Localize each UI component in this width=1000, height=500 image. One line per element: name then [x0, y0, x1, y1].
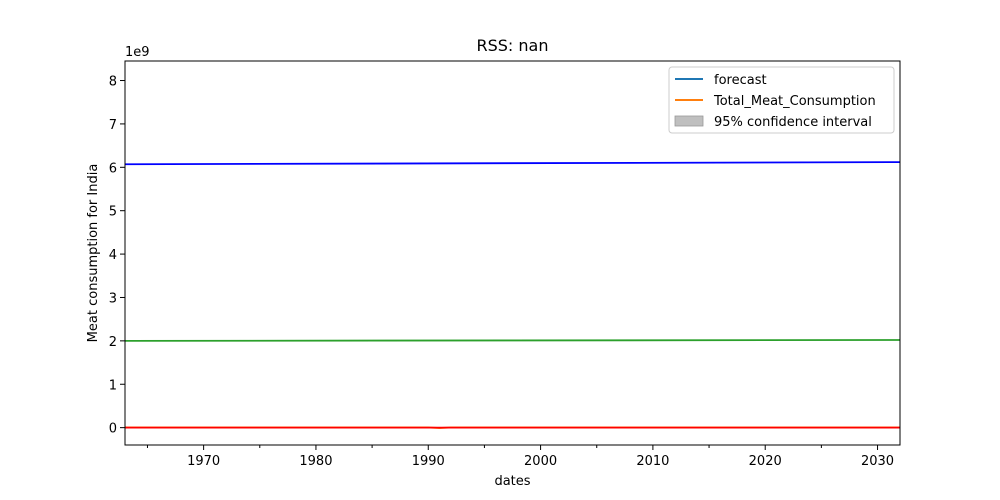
chart-title: RSS: nan	[477, 36, 549, 55]
legend-box	[668, 66, 895, 134]
y-tick-label: 3	[109, 291, 117, 306]
series-group	[125, 161, 900, 429]
y-tick-label: 6	[109, 161, 117, 176]
y-tick-label: 4	[109, 248, 117, 263]
y-offset-label: 1e9	[125, 45, 150, 60]
x-tick-label: 2020	[749, 454, 782, 469]
x-axis: 1970 1980 1990 2000 2010 2020 2030	[146, 445, 894, 469]
y-tick-label: 1	[109, 378, 117, 393]
series-line-1	[125, 161, 900, 166]
x-tick-label: 2030	[861, 454, 894, 469]
y-tick-label: 0	[109, 422, 117, 437]
y-tick-label: 2	[109, 335, 117, 350]
legend-label: 95% confidence interval	[714, 115, 872, 130]
x-axis-label: dates	[494, 474, 530, 489]
plot-area	[124, 60, 901, 446]
x-tick-label: 2000	[524, 454, 557, 469]
x-tick-label: 1970	[187, 454, 220, 469]
x-tick-label: 1980	[299, 454, 332, 469]
x-tick-label: 1990	[412, 454, 445, 469]
y-tick-label: 5	[109, 205, 117, 220]
y-axis: 0 1 2 3 4 5 6 7 8	[109, 75, 125, 437]
legend-swatch-patch	[674, 115, 704, 127]
x-tick-label: 2010	[636, 454, 669, 469]
series-line-2	[125, 339, 900, 342]
y-axis-label: Meat consumption for India	[86, 164, 101, 343]
legend-label: forecast	[714, 73, 767, 88]
plot-frame	[124, 60, 901, 446]
legend-label: Total_Meat_Consumption	[713, 94, 876, 109]
legend: forecast Total_Meat_Consumption 95% confid…	[668, 66, 895, 134]
y-tick-label: 8	[109, 75, 117, 90]
y-tick-label: 7	[109, 118, 117, 133]
